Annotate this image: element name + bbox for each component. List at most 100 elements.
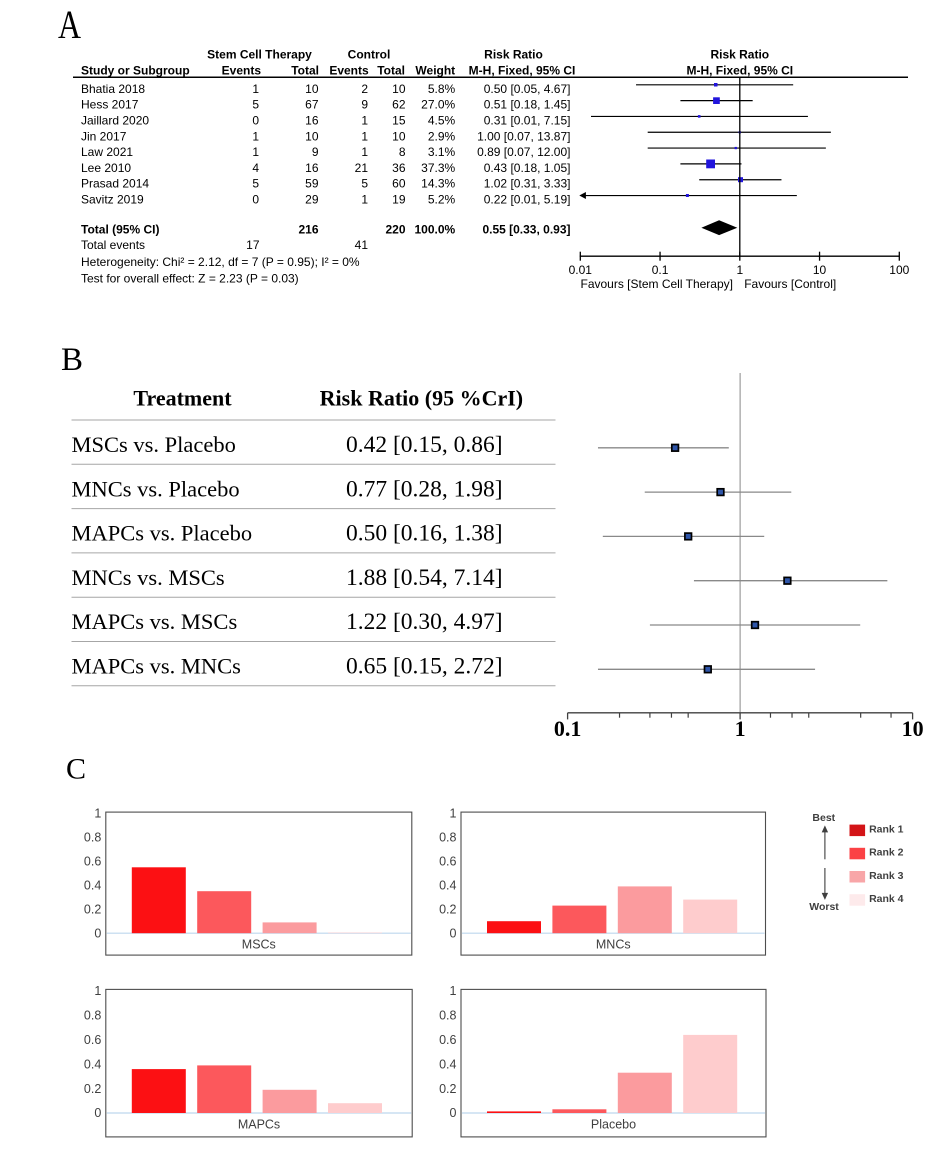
svg-text:Total: Total xyxy=(377,64,405,78)
svg-text:5: 5 xyxy=(361,177,368,191)
svg-text:62: 62 xyxy=(392,98,406,112)
svg-text:MNCs: MNCs xyxy=(596,938,631,952)
svg-text:1: 1 xyxy=(361,113,368,127)
svg-text:Jin 2017: Jin 2017 xyxy=(81,129,127,143)
svg-text:Lee 2010: Lee 2010 xyxy=(81,161,131,175)
svg-text:0.8: 0.8 xyxy=(84,1009,101,1023)
svg-text:1: 1 xyxy=(361,145,368,159)
svg-text:67: 67 xyxy=(305,98,319,112)
svg-text:0.50 [0.16, 1.38]: 0.50 [0.16, 1.38] xyxy=(346,521,503,547)
svg-text:0.1: 0.1 xyxy=(554,716,582,741)
svg-text:21: 21 xyxy=(355,161,369,175)
svg-text:41: 41 xyxy=(355,238,369,252)
svg-text:Weight: Weight xyxy=(415,64,455,78)
svg-text:5: 5 xyxy=(252,177,259,191)
svg-text:B: B xyxy=(61,342,83,378)
svg-text:27.0%: 27.0% xyxy=(421,98,455,112)
svg-text:10: 10 xyxy=(305,82,319,96)
svg-text:0.6: 0.6 xyxy=(84,854,101,868)
svg-text:216: 216 xyxy=(298,222,318,236)
svg-text:Law 2021: Law 2021 xyxy=(81,145,133,159)
svg-text:5.8%: 5.8% xyxy=(428,82,456,96)
svg-text:1: 1 xyxy=(252,129,259,143)
svg-text:Risk Ratio: Risk Ratio xyxy=(710,48,769,62)
svg-text:0.65 [0.15, 2.72]: 0.65 [0.15, 2.72] xyxy=(346,654,503,680)
svg-text:Best: Best xyxy=(812,812,835,824)
svg-text:4: 4 xyxy=(252,161,259,175)
svg-text:4.5%: 4.5% xyxy=(428,113,456,127)
svg-text:Favours [Control]: Favours [Control] xyxy=(744,277,836,291)
svg-text:5.2%: 5.2% xyxy=(428,193,456,207)
svg-text:9: 9 xyxy=(312,145,319,159)
svg-text:A: A xyxy=(58,2,81,47)
svg-text:10: 10 xyxy=(392,82,406,96)
svg-text:Stem Cell Therapy: Stem Cell Therapy xyxy=(207,48,312,62)
svg-text:36: 36 xyxy=(392,161,406,175)
svg-text:0.6: 0.6 xyxy=(439,854,456,868)
svg-text:C: C xyxy=(66,753,86,786)
svg-text:3.1%: 3.1% xyxy=(428,145,456,159)
svg-text:0.4: 0.4 xyxy=(84,1057,101,1071)
svg-text:MAPCs vs. MSCs: MAPCs vs. MSCs xyxy=(72,609,238,634)
svg-text:37.3%: 37.3% xyxy=(421,161,455,175)
svg-text:0.01: 0.01 xyxy=(569,263,593,277)
svg-text:Rank 3: Rank 3 xyxy=(869,870,904,882)
svg-text:0.2: 0.2 xyxy=(439,1082,456,1096)
svg-text:1: 1 xyxy=(450,807,457,821)
svg-text:10: 10 xyxy=(813,263,827,277)
svg-text:Rank 2: Rank 2 xyxy=(869,847,904,859)
svg-text:Worst: Worst xyxy=(809,901,839,913)
svg-text:0.51 [0.18, 1.45]: 0.51 [0.18, 1.45] xyxy=(484,98,571,112)
svg-text:0.42 [0.15, 0.86]: 0.42 [0.15, 0.86] xyxy=(346,432,503,458)
svg-text:16: 16 xyxy=(305,161,319,175)
svg-text:1: 1 xyxy=(735,716,746,741)
svg-text:0.6: 0.6 xyxy=(84,1033,101,1047)
svg-text:MAPCs vs. Placebo: MAPCs vs. Placebo xyxy=(72,521,253,546)
svg-text:60: 60 xyxy=(392,177,406,191)
svg-text:Jaillard 2020: Jaillard 2020 xyxy=(81,113,149,127)
svg-text:Test for overall effect: Z = 2: Test for overall effect: Z = 2.23 (P = 0… xyxy=(81,271,299,285)
svg-text:1.88 [0.54, 7.14]: 1.88 [0.54, 7.14] xyxy=(346,565,503,591)
svg-text:1.02 [0.31, 3.33]: 1.02 [0.31, 3.33] xyxy=(484,177,571,191)
svg-text:10: 10 xyxy=(902,716,924,741)
svg-text:2.9%: 2.9% xyxy=(428,129,456,143)
svg-text:1: 1 xyxy=(94,807,101,821)
svg-text:MAPCs: MAPCs xyxy=(238,1118,280,1132)
svg-text:Prasad 2014: Prasad 2014 xyxy=(81,177,149,191)
svg-text:0.55 [0.33, 0.93]: 0.55 [0.33, 0.93] xyxy=(482,222,570,236)
svg-text:Favours [Stem Cell Therapy]: Favours [Stem Cell Therapy] xyxy=(580,277,733,291)
svg-text:19: 19 xyxy=(392,193,406,207)
svg-text:0.4: 0.4 xyxy=(439,1057,456,1071)
svg-text:Total events: Total events xyxy=(81,238,145,252)
svg-text:220: 220 xyxy=(385,222,405,236)
svg-text:15: 15 xyxy=(392,113,406,127)
svg-text:1: 1 xyxy=(736,263,743,277)
svg-text:10: 10 xyxy=(392,129,406,143)
svg-text:0.8: 0.8 xyxy=(439,1009,456,1023)
svg-text:Risk Ratio: Risk Ratio xyxy=(484,48,543,62)
svg-text:MNCs vs. MSCs: MNCs vs. MSCs xyxy=(72,565,225,590)
svg-text:0.77 [0.28, 1.98]: 0.77 [0.28, 1.98] xyxy=(346,476,503,502)
svg-text:16: 16 xyxy=(305,113,319,127)
svg-text:0.2: 0.2 xyxy=(84,902,101,916)
svg-text:0.8: 0.8 xyxy=(439,830,456,844)
svg-text:1: 1 xyxy=(252,82,259,96)
svg-text:Total (95% CI): Total (95% CI) xyxy=(81,222,159,236)
svg-text:8: 8 xyxy=(399,145,406,159)
svg-text:Total: Total xyxy=(291,64,319,78)
svg-text:Hess 2017: Hess 2017 xyxy=(81,98,139,112)
svg-text:100.0%: 100.0% xyxy=(414,222,455,236)
svg-text:1: 1 xyxy=(94,984,101,998)
svg-text:1.22 [0.30, 4.97]: 1.22 [0.30, 4.97] xyxy=(346,609,503,635)
svg-text:MNCs vs. Placebo: MNCs vs. Placebo xyxy=(72,476,240,501)
svg-text:1.00 [0.07, 13.87]: 1.00 [0.07, 13.87] xyxy=(477,129,570,143)
svg-text:1: 1 xyxy=(361,129,368,143)
svg-text:MSCs: MSCs xyxy=(242,938,276,952)
svg-text:1: 1 xyxy=(361,193,368,207)
svg-text:100: 100 xyxy=(889,263,909,277)
svg-text:0.4: 0.4 xyxy=(439,878,456,892)
svg-text:1: 1 xyxy=(450,984,457,998)
svg-text:0: 0 xyxy=(94,1106,101,1120)
svg-text:0.1: 0.1 xyxy=(652,263,669,277)
svg-text:Heterogeneity: Chi² = 2.12, df: Heterogeneity: Chi² = 2.12, df = 7 (P = … xyxy=(81,255,360,269)
